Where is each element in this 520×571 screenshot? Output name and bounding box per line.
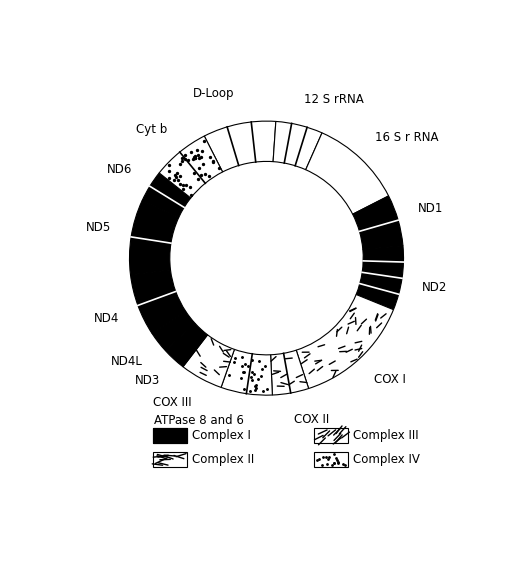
Wedge shape — [142, 173, 191, 218]
Text: ND6: ND6 — [107, 163, 133, 176]
Text: COX II: COX II — [294, 413, 330, 426]
Wedge shape — [353, 196, 403, 250]
Text: Complex III: Complex III — [353, 429, 419, 442]
Text: COX I: COX I — [373, 373, 406, 386]
Wedge shape — [273, 122, 322, 170]
Bar — [153, 428, 187, 443]
Wedge shape — [129, 200, 179, 275]
Wedge shape — [131, 270, 186, 333]
Text: D-Loop: D-Loop — [193, 87, 234, 100]
Wedge shape — [159, 136, 223, 198]
Text: Cyt b: Cyt b — [136, 123, 167, 136]
Text: 12 S rRNA: 12 S rRNA — [304, 93, 364, 106]
Wedge shape — [270, 350, 309, 395]
Wedge shape — [296, 295, 394, 388]
Wedge shape — [165, 323, 207, 367]
Text: COX III: COX III — [153, 396, 191, 409]
Wedge shape — [204, 121, 276, 172]
Bar — [153, 452, 187, 467]
Text: ND3: ND3 — [135, 374, 160, 387]
Wedge shape — [152, 311, 195, 351]
Text: Complex II: Complex II — [192, 453, 254, 466]
Text: ND4: ND4 — [94, 312, 119, 325]
Text: ND2: ND2 — [422, 282, 447, 294]
Text: 16 S r RNA: 16 S r RNA — [374, 131, 438, 144]
Bar — [314, 428, 348, 443]
Bar — [153, 428, 187, 443]
Wedge shape — [306, 133, 388, 214]
Text: Complex IV: Complex IV — [353, 453, 420, 466]
Wedge shape — [183, 335, 235, 387]
Wedge shape — [221, 349, 272, 395]
Text: ATPase 8 and 6: ATPase 8 and 6 — [153, 413, 243, 427]
Wedge shape — [356, 246, 404, 309]
Text: ND1: ND1 — [418, 202, 443, 215]
Text: Complex I: Complex I — [192, 429, 251, 442]
Text: ND5: ND5 — [86, 221, 111, 234]
Bar — [314, 452, 348, 467]
Text: ND4L: ND4L — [111, 355, 142, 368]
